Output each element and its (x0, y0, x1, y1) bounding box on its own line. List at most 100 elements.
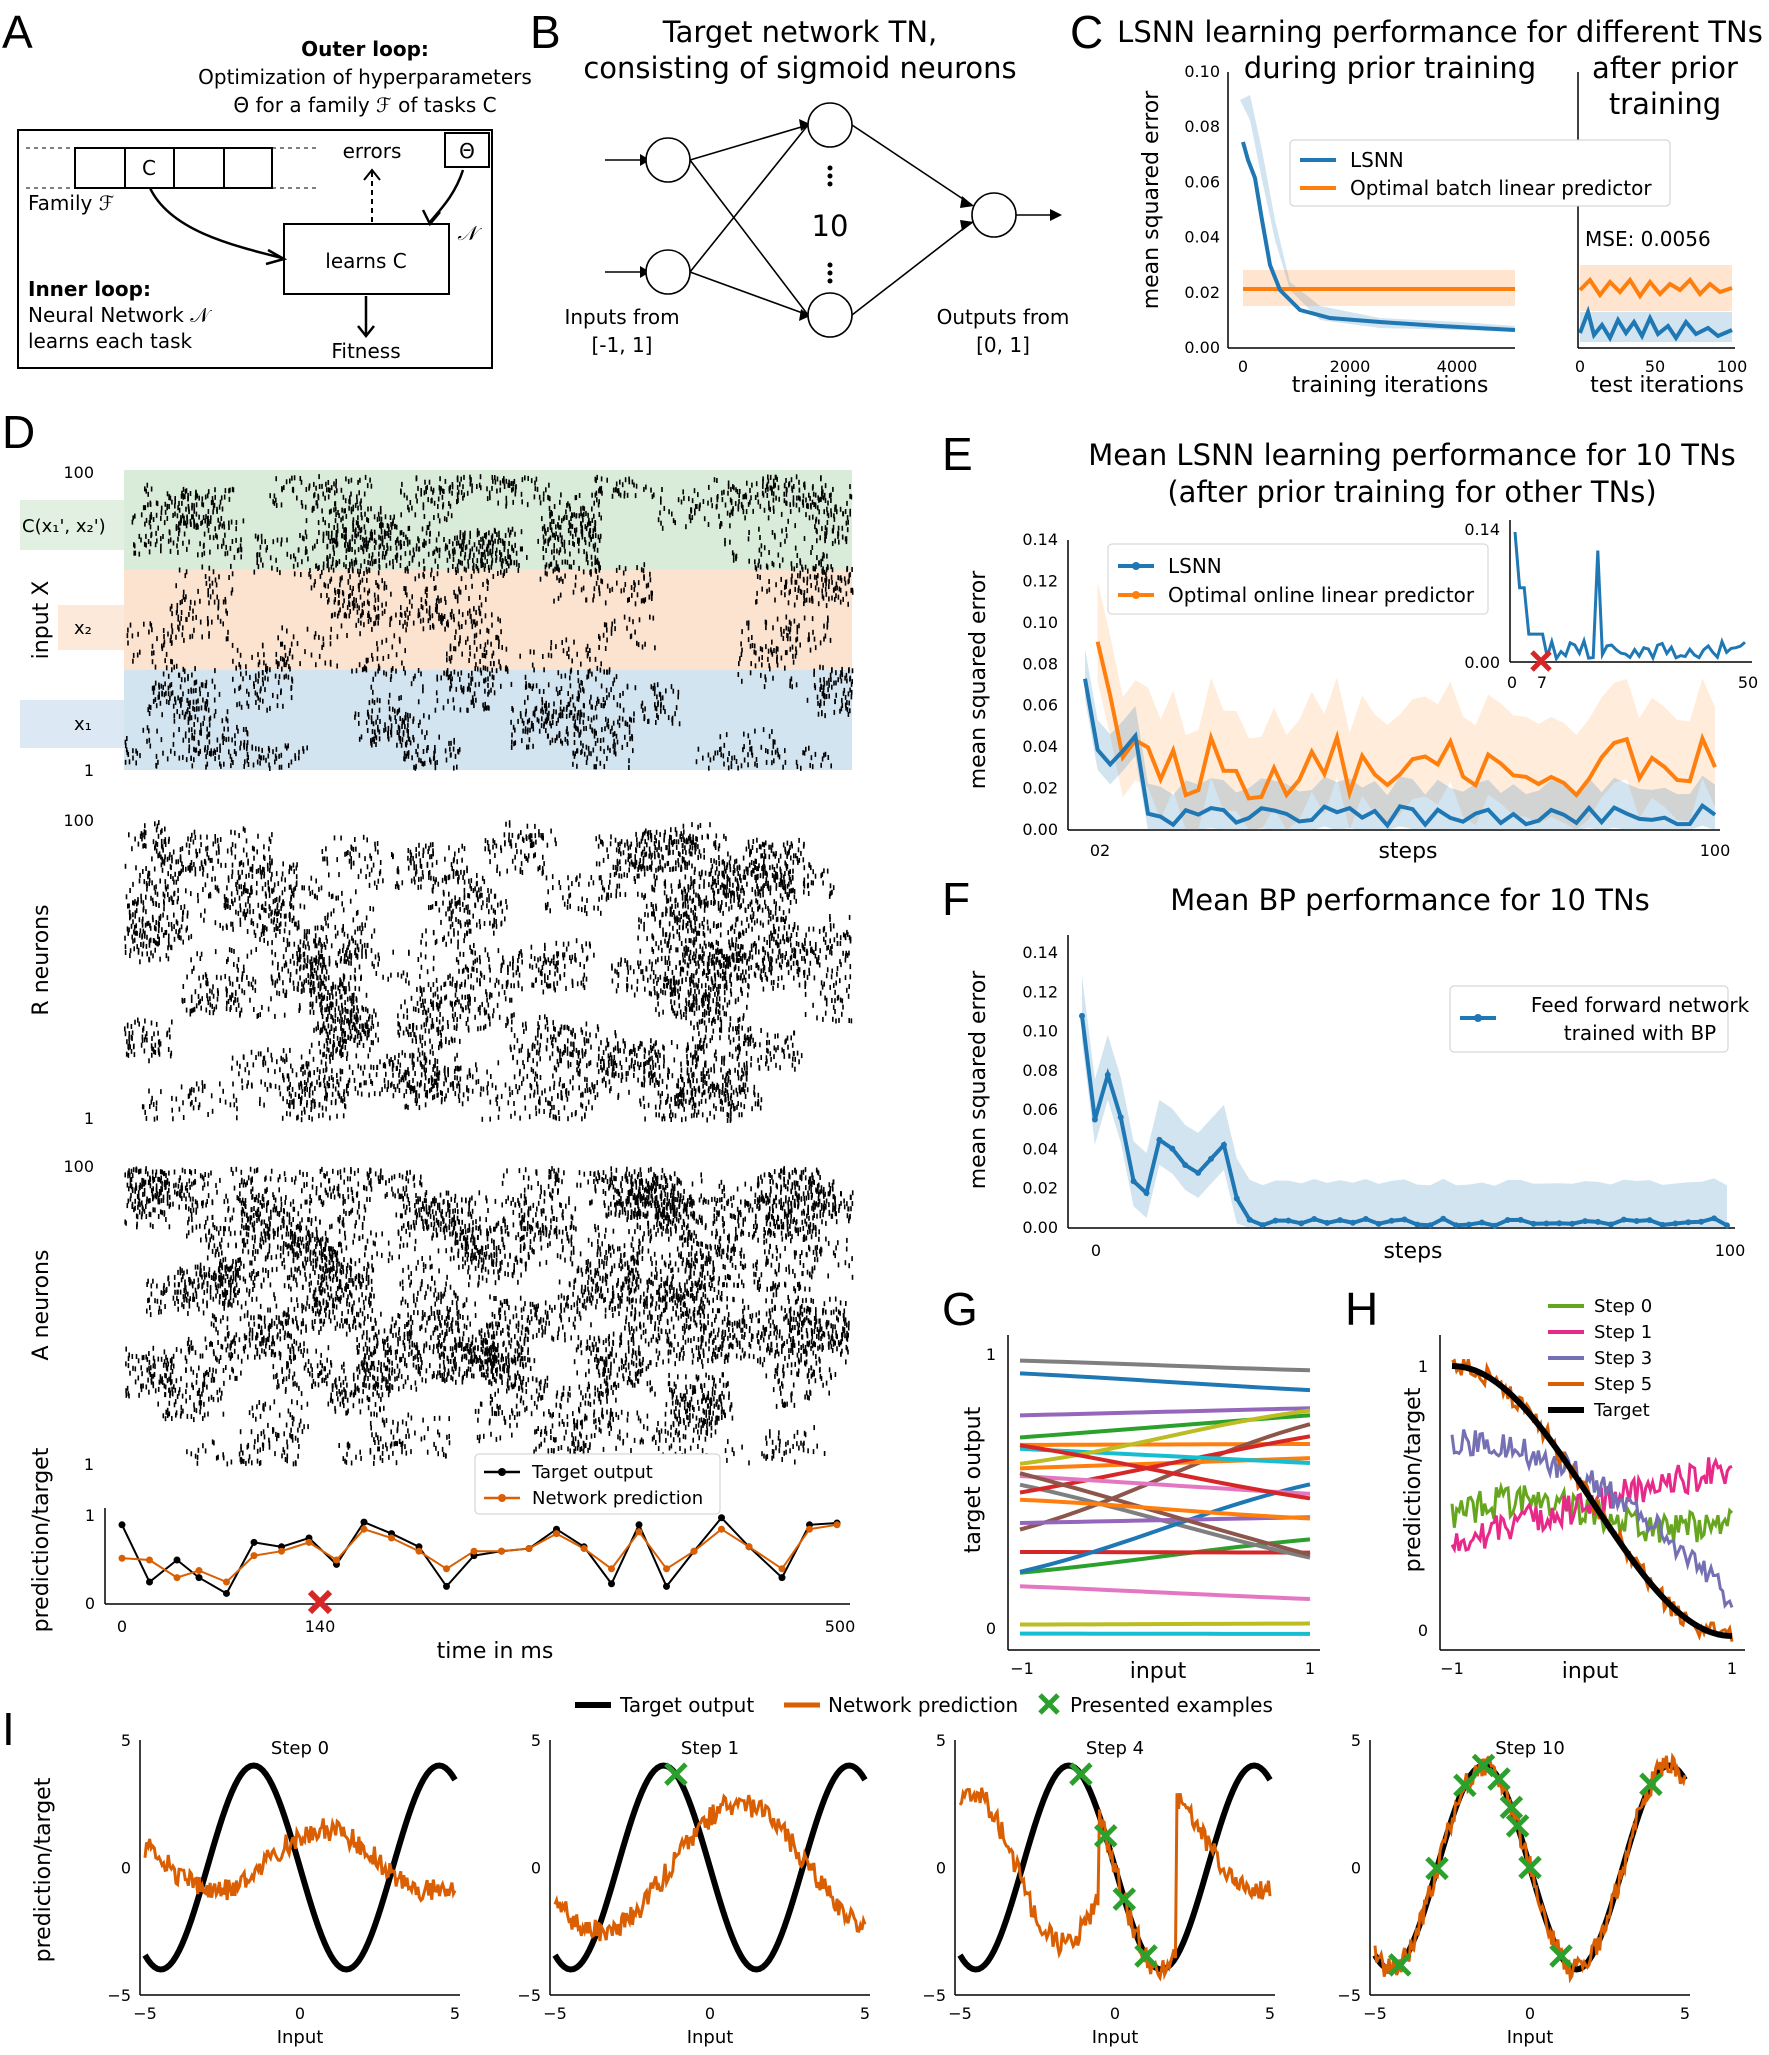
spike (841, 672, 844, 678)
spike (283, 1012, 286, 1018)
spike (381, 1087, 383, 1093)
spike (480, 536, 482, 542)
spike (454, 753, 457, 759)
spike (293, 553, 295, 559)
spike (321, 644, 323, 650)
spike (389, 515, 392, 520)
spike (850, 587, 852, 593)
spike (615, 733, 618, 739)
spike (325, 1093, 328, 1099)
spike (599, 738, 602, 743)
spike (502, 478, 504, 484)
spike (208, 722, 211, 728)
spike (462, 532, 464, 538)
spike (622, 690, 624, 696)
spike (472, 558, 474, 563)
spike (611, 965, 613, 971)
spike (814, 524, 816, 530)
spike (305, 487, 308, 492)
spike (126, 750, 129, 756)
spike (162, 750, 164, 756)
spike (636, 986, 638, 992)
spike (459, 951, 461, 957)
spike (758, 863, 760, 869)
spike (365, 546, 368, 552)
spike (400, 695, 402, 701)
spike (831, 667, 833, 673)
spike (813, 668, 815, 674)
spike (390, 524, 393, 530)
spike (289, 1047, 291, 1053)
spike (330, 943, 333, 949)
spike (769, 885, 772, 891)
spike (617, 488, 620, 494)
spike (508, 541, 510, 546)
spike (582, 982, 585, 988)
spike (423, 760, 426, 766)
spike (336, 532, 338, 538)
spike (401, 737, 404, 743)
spike (543, 721, 545, 727)
spike (638, 964, 640, 970)
spike (785, 500, 787, 506)
spike (237, 870, 240, 876)
spike (126, 633, 129, 639)
spike (743, 494, 745, 500)
spike (654, 990, 656, 996)
spike (191, 1100, 193, 1105)
spike (793, 889, 796, 894)
spike (248, 1070, 250, 1076)
spike (492, 574, 495, 579)
spike (182, 486, 185, 492)
spike (359, 594, 362, 600)
spike (528, 717, 531, 723)
spike (586, 674, 588, 680)
spike (329, 578, 331, 584)
spike (157, 759, 159, 765)
spike (784, 748, 786, 754)
spike (320, 593, 322, 599)
spike (228, 575, 230, 580)
spike (814, 685, 817, 691)
spike (481, 544, 484, 550)
spike (290, 685, 292, 691)
spike (758, 526, 760, 532)
spike (282, 1057, 284, 1063)
spike (574, 956, 576, 962)
spike (787, 894, 789, 900)
spike (398, 540, 400, 546)
spike (395, 668, 397, 674)
spike (584, 1088, 587, 1094)
spike (414, 1071, 416, 1076)
spike (174, 699, 177, 705)
spike (586, 554, 588, 560)
spike (845, 539, 848, 545)
spike (784, 759, 787, 765)
spike (583, 964, 585, 970)
spike (403, 666, 405, 672)
spike (155, 500, 158, 506)
spike (596, 701, 598, 706)
spike (508, 483, 511, 488)
spike (619, 703, 621, 709)
spike (474, 682, 477, 688)
spike (355, 527, 357, 533)
spike (413, 737, 415, 743)
spike (443, 670, 445, 676)
spike (850, 1018, 853, 1024)
spike (499, 480, 502, 486)
panel-letter-a: A (2, 6, 33, 58)
spike (265, 663, 267, 669)
spike (386, 523, 389, 529)
spike (229, 1102, 232, 1108)
spike (465, 639, 467, 645)
spike (816, 529, 818, 535)
spike (420, 964, 423, 970)
spike (520, 713, 522, 719)
spike (763, 507, 766, 513)
spike (301, 1110, 303, 1116)
spike (553, 532, 555, 538)
spike (433, 500, 436, 506)
spike (560, 686, 563, 691)
spike (667, 1074, 669, 1080)
